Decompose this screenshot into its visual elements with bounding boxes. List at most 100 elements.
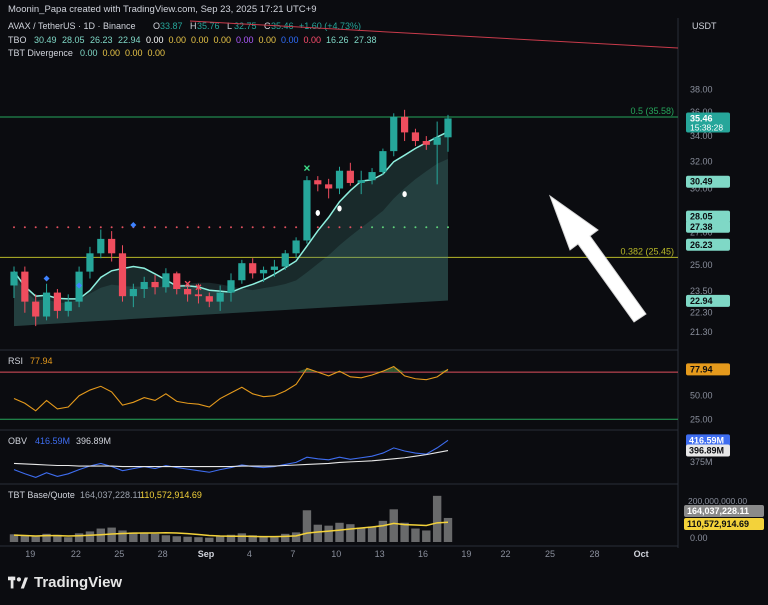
candle-body (368, 172, 376, 181)
tbo-resistance-dot (262, 226, 265, 229)
tbo-value: 30.49 (34, 35, 57, 45)
tbo-resistance-dot (219, 226, 222, 229)
price-badge-value: 30.49 (690, 177, 713, 187)
volume-label: TBT Base/Quote (8, 490, 75, 500)
candle-body (21, 271, 29, 302)
volume-value: 164,037,228.11 (80, 490, 142, 500)
volume-bar (226, 534, 236, 542)
price-tick-label: 21.30 (690, 327, 713, 337)
candle-body (270, 266, 278, 270)
tbo-resistance-dot (240, 226, 243, 229)
tbo-value: 22.94 (118, 35, 141, 45)
volume-bar (281, 533, 290, 542)
obv-ma-badge (686, 444, 730, 457)
volume-bar (129, 532, 138, 542)
price-badge-value: 27.38 (690, 222, 713, 232)
price-badge-value: 28.05 (690, 212, 713, 222)
tbo-resistance-dot (154, 226, 157, 229)
tbo-resistance-dot (78, 226, 81, 229)
symbol-title: AVAX / TetherUS · 1D · Binance (8, 21, 136, 31)
volume-bar (140, 532, 149, 542)
obv-badge (686, 434, 730, 447)
tbo-support-dot (447, 226, 449, 229)
volume-bar (107, 527, 116, 542)
candle-body (411, 132, 420, 142)
rsi-value: 77.94 (30, 356, 53, 366)
tbo-value: 26.23 (90, 35, 113, 45)
volume-bar (53, 534, 62, 542)
rsi-overbought-fill (296, 368, 307, 373)
tbo-value: 27.38 (354, 35, 377, 45)
volume-bar (183, 536, 192, 542)
chart-caption: Moonin_Papa created with TradingView.com… (8, 4, 317, 15)
volume-ma-value: 110,572,914.69 (140, 490, 202, 500)
price-badge (686, 210, 730, 223)
date-tick-label: 7 (290, 549, 295, 559)
volume-bar (259, 536, 268, 542)
tbo-resistance-dot (88, 226, 91, 229)
price-badge-value: 22.94 (690, 296, 713, 306)
volume-bar (215, 535, 225, 542)
date-tick-label: 4 (247, 549, 252, 559)
candle-body (357, 180, 365, 183)
ohlc-value: 35.76 (197, 21, 220, 31)
obv-badge-value: 416.59M (689, 435, 724, 445)
candle-body (444, 118, 452, 138)
candle-body (433, 137, 441, 145)
tbt-divergence-value: 0.00 (80, 48, 98, 58)
tbo-resistance-dot (99, 226, 102, 229)
ohlc-key: C (264, 21, 271, 31)
tbo-resistance-dot (295, 226, 298, 229)
tradingview-logo: TradingView (8, 574, 122, 591)
tbo-resistance-dot (360, 226, 363, 229)
tbt-divergence-value: 0.00 (125, 48, 143, 58)
descending-trendline (189, 20, 679, 49)
volume-bar (85, 531, 95, 542)
candle-body (140, 281, 148, 290)
obv-label: OBV (8, 436, 27, 446)
candle-body (97, 238, 105, 254)
volume-tick-label: 200,000,000.00 (688, 496, 747, 506)
tbo-support-dot (414, 226, 417, 229)
tbo-resistance-dot (13, 226, 15, 229)
price-badge-value: 26.23 (690, 240, 713, 250)
obv-ma-line (13, 450, 449, 468)
volume-bar (42, 533, 51, 542)
price-chart[interactable]: AVAX / TetherUS · 1D · Binance O 33.87 H 35.… (0, 18, 768, 566)
volume-bar (411, 528, 420, 542)
tbo-value: 0.00 (236, 35, 254, 45)
price-tick-label: 36.00 (690, 107, 713, 117)
date-tick-label: Oct (634, 549, 649, 559)
candle-body (205, 296, 213, 302)
ohlc-key: H (190, 21, 197, 31)
ohlc-key: O (153, 21, 160, 31)
volume-bar (389, 509, 398, 542)
volume-bar (161, 535, 171, 542)
tbo-value: 0.00 (259, 35, 277, 45)
tbo-resistance-dot (175, 226, 178, 229)
candle-body (314, 180, 322, 185)
tbt-divergence-value: 0.00 (148, 48, 166, 58)
tbo-resistance-dot (284, 226, 287, 229)
signal-cross (303, 165, 310, 172)
signal-cross (184, 280, 191, 287)
volume-bar (443, 517, 453, 542)
price-tick-label: 22.30 (690, 308, 713, 318)
price-badge-countdown: 15:38:28 (690, 122, 723, 132)
ohlc-value: 32.75 (234, 21, 257, 31)
rsi-tick-label: 25.00 (690, 414, 713, 424)
tbo-value: 0.00 (169, 35, 187, 45)
volume-bar (378, 520, 388, 542)
signal-drop (402, 191, 407, 198)
candle-body (129, 289, 137, 297)
date-tick-label: 28 (158, 549, 168, 559)
obv-line (13, 439, 449, 479)
tbo-resistance-dot (56, 226, 59, 229)
date-tick-label: 19 (25, 549, 35, 559)
candle-body (86, 253, 94, 272)
tbo-resistance-dot (197, 226, 200, 229)
rsi-badge-value: 77.94 (690, 364, 713, 374)
rsi-overbought-fill (339, 371, 351, 373)
tbo-support-dot (381, 226, 384, 229)
volume-bar (74, 533, 84, 542)
